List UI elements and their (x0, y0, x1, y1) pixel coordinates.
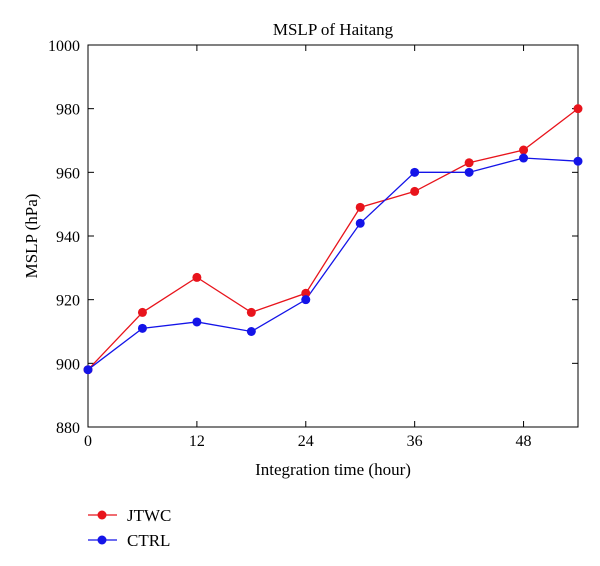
x-tick-label: 0 (84, 433, 92, 450)
y-axis-label: MSLP (hPa) (22, 194, 41, 279)
y-tick-label: 920 (56, 293, 80, 310)
data-point-ctrl (192, 317, 202, 327)
data-point-jtwc (355, 202, 365, 212)
y-axis-ticks: 880 900 920 940 960 980 1000 (48, 38, 578, 437)
x-axis-ticks: 0 12 24 36 48 (84, 45, 532, 450)
data-point-jtwc (301, 288, 311, 298)
y-tick-label: 1000 (48, 38, 80, 55)
data-point-jtwc (192, 272, 202, 282)
legend-label-jtwc: JTWC (127, 506, 171, 525)
data-point-jtwc (573, 104, 583, 114)
data-point-jtwc (410, 186, 420, 196)
series-line-jtwc (87, 108, 579, 371)
series-line-ctrl (87, 157, 579, 371)
x-tick-label: 12 (189, 433, 205, 450)
data-point-ctrl (355, 218, 365, 228)
y-tick-label: 940 (56, 229, 80, 246)
plot-frame (87, 44, 579, 428)
data-point-ctrl (573, 156, 583, 166)
legend-marker-ctrl (97, 535, 107, 545)
data-point-ctrl (301, 295, 311, 305)
legend-marker-jtwc (97, 510, 107, 520)
y-tick-label: 880 (56, 420, 80, 437)
data-point-ctrl (137, 323, 147, 333)
chart-title: MSLP of Haitang (273, 20, 394, 39)
data-point-ctrl (410, 167, 420, 177)
data-point-jtwc (246, 307, 256, 317)
x-tick-label: 24 (298, 433, 314, 450)
data-point-jtwc (137, 307, 147, 317)
x-tick-label: 36 (407, 433, 423, 450)
legend: JTWC CTRL (88, 506, 171, 550)
data-point-ctrl (519, 153, 529, 163)
y-tick-label: 900 (56, 356, 80, 373)
data-point-ctrl (83, 365, 93, 375)
data-point-jtwc (519, 145, 529, 155)
legend-label-ctrl: CTRL (127, 531, 170, 550)
x-axis-label: Integration time (hour) (255, 460, 411, 479)
y-tick-label: 980 (56, 102, 80, 119)
data-point-ctrl (246, 327, 256, 336)
x-tick-label: 48 (516, 433, 532, 450)
data-point-jtwc (464, 158, 474, 168)
series-layer (83, 104, 583, 375)
y-tick-label: 960 (56, 165, 80, 182)
data-point-ctrl (464, 167, 474, 177)
